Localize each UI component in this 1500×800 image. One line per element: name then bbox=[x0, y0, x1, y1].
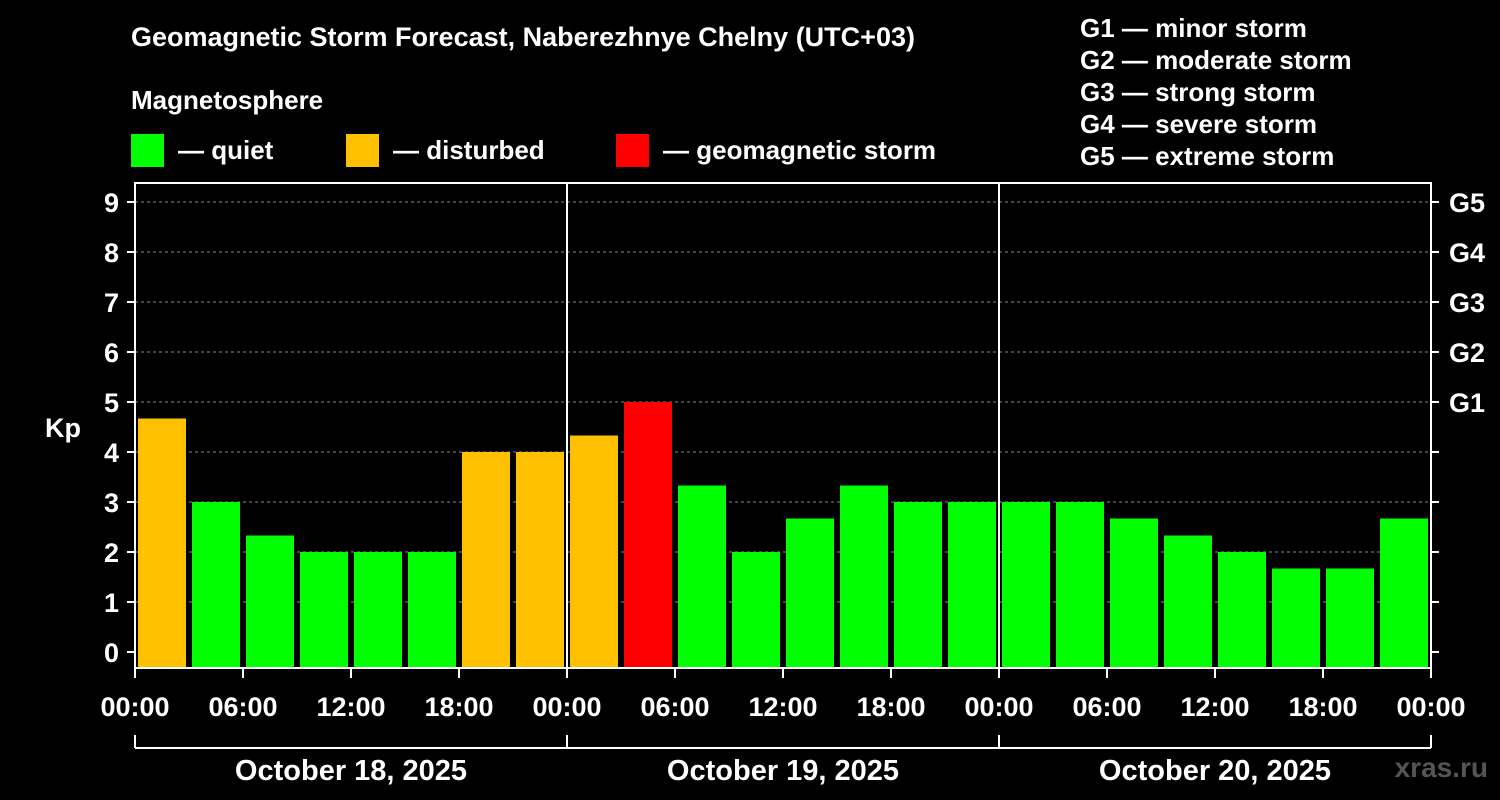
g2-description: G2 — moderate storm bbox=[1080, 45, 1352, 75]
ytick-label-3: 3 bbox=[104, 488, 119, 518]
legend-disturbed: — disturbed bbox=[346, 133, 545, 167]
ytick-label-2: 2 bbox=[104, 538, 119, 568]
legend-disturbed-swatch bbox=[346, 133, 379, 167]
right-axis-label-G3: G3 bbox=[1449, 288, 1485, 318]
bar-9 bbox=[624, 402, 672, 668]
bar-17 bbox=[1056, 502, 1104, 668]
xtick-label-10: 12:00 bbox=[1180, 692, 1249, 722]
xtick-label-4: 00:00 bbox=[532, 692, 601, 722]
g5-description: G5 — extreme storm bbox=[1080, 141, 1335, 171]
bar-2 bbox=[246, 535, 294, 668]
bar-11 bbox=[732, 552, 780, 668]
ytick-label-0: 0 bbox=[104, 638, 119, 668]
xtick-label-2: 12:00 bbox=[316, 692, 385, 722]
bar-22 bbox=[1326, 568, 1374, 668]
bar-18 bbox=[1110, 518, 1158, 668]
bar-7 bbox=[516, 452, 564, 668]
xtick-label-1: 06:00 bbox=[208, 692, 277, 722]
xtick-label-11: 18:00 bbox=[1288, 692, 1357, 722]
day-label-2: October 20, 2025 bbox=[1099, 755, 1331, 787]
ytick-label-9: 9 bbox=[104, 188, 119, 218]
xtick-label-5: 06:00 bbox=[640, 692, 709, 722]
legend-quiet-swatch bbox=[131, 133, 164, 167]
bar-23 bbox=[1380, 518, 1428, 668]
xtick-label-3: 18:00 bbox=[424, 692, 493, 722]
right-axis-label-G4: G4 bbox=[1449, 238, 1485, 268]
bar-16 bbox=[1002, 502, 1050, 668]
xtick-label-7: 18:00 bbox=[856, 692, 925, 722]
bar-5 bbox=[408, 552, 456, 668]
legend-disturbed-label: — disturbed bbox=[393, 134, 545, 165]
g-scale-legend: G1 — minor storm G2 — moderate storm G3 … bbox=[1080, 12, 1352, 172]
bar-13 bbox=[840, 485, 888, 668]
ytick-label-8: 8 bbox=[104, 238, 119, 268]
bar-20 bbox=[1218, 552, 1266, 668]
day-label-0: October 18, 2025 bbox=[235, 755, 467, 787]
y-axis-label: Kp bbox=[45, 413, 81, 443]
bar-12 bbox=[786, 518, 834, 668]
ytick-label-4: 4 bbox=[104, 438, 119, 468]
legend-storm-swatch bbox=[616, 133, 649, 167]
ytick-label-1: 1 bbox=[104, 588, 119, 618]
bar-10 bbox=[678, 485, 726, 668]
ytick-label-7: 7 bbox=[104, 288, 119, 318]
bar-19 bbox=[1164, 535, 1212, 668]
bar-14 bbox=[894, 502, 942, 668]
day-label-1: October 19, 2025 bbox=[667, 755, 899, 787]
xtick-label-6: 12:00 bbox=[748, 692, 817, 722]
bar-6 bbox=[462, 452, 510, 668]
ytick-label-6: 6 bbox=[104, 338, 119, 368]
right-axis-label-G1: G1 bbox=[1449, 388, 1485, 418]
ytick-label-5: 5 bbox=[104, 388, 119, 418]
bar-4 bbox=[354, 552, 402, 668]
right-axis-label-G5: G5 bbox=[1449, 188, 1485, 218]
legend-quiet-label: — quiet bbox=[178, 134, 274, 165]
chart-title: Geomagnetic Storm Forecast, Naberezhnye … bbox=[131, 22, 915, 52]
bar-8 bbox=[570, 435, 618, 668]
bar-15 bbox=[948, 502, 996, 668]
xtick-label-8: 00:00 bbox=[964, 692, 1033, 722]
g1-description: G1 — minor storm bbox=[1080, 13, 1307, 43]
g4-description: G4 — severe storm bbox=[1080, 109, 1318, 139]
xtick-label-12: 00:00 bbox=[1396, 692, 1465, 722]
legend-storm: — geomagnetic storm bbox=[616, 133, 936, 167]
bar-0 bbox=[138, 418, 186, 668]
xtick-label-9: 06:00 bbox=[1072, 692, 1141, 722]
legend-storm-label: — geomagnetic storm bbox=[663, 134, 937, 165]
watermark: xras.ru bbox=[1394, 752, 1488, 783]
right-axis-label-G2: G2 bbox=[1449, 338, 1485, 368]
xtick-label-0: 00:00 bbox=[100, 692, 169, 722]
legend-quiet: — quiet bbox=[131, 133, 273, 167]
bar-21 bbox=[1272, 568, 1320, 668]
bar-1 bbox=[192, 502, 240, 668]
magnetosphere-label: Magnetosphere bbox=[131, 85, 324, 115]
bar-3 bbox=[300, 552, 348, 668]
g3-description: G3 — strong storm bbox=[1080, 77, 1316, 107]
